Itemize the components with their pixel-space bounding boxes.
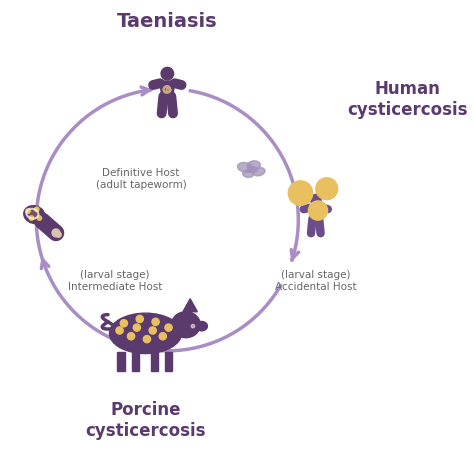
Circle shape	[26, 209, 30, 213]
Bar	[132, 352, 139, 371]
Polygon shape	[310, 206, 322, 219]
Circle shape	[35, 207, 39, 211]
Circle shape	[288, 181, 313, 205]
Circle shape	[56, 232, 61, 237]
Ellipse shape	[26, 208, 39, 219]
Circle shape	[316, 178, 337, 200]
Circle shape	[52, 229, 60, 237]
Text: (larval stage)
Intermediate Host: (larval stage) Intermediate Host	[68, 270, 162, 292]
Circle shape	[149, 327, 156, 334]
Ellipse shape	[172, 312, 200, 338]
Ellipse shape	[237, 163, 253, 172]
Circle shape	[152, 318, 159, 326]
Ellipse shape	[243, 171, 254, 177]
Circle shape	[116, 327, 123, 334]
Ellipse shape	[196, 321, 208, 331]
Circle shape	[143, 335, 151, 343]
Ellipse shape	[24, 206, 45, 224]
Circle shape	[37, 216, 42, 220]
Circle shape	[209, 325, 212, 328]
Circle shape	[133, 324, 140, 331]
Circle shape	[159, 333, 166, 340]
Circle shape	[309, 201, 328, 220]
Ellipse shape	[248, 167, 257, 172]
Circle shape	[136, 315, 143, 322]
Ellipse shape	[109, 313, 182, 353]
Circle shape	[29, 216, 34, 220]
Ellipse shape	[247, 161, 260, 170]
Circle shape	[165, 324, 172, 331]
Circle shape	[120, 320, 128, 327]
Circle shape	[191, 325, 195, 328]
Bar	[165, 352, 172, 371]
Bar	[151, 352, 158, 371]
Polygon shape	[160, 81, 175, 97]
Text: Taeniasis: Taeniasis	[117, 12, 218, 31]
Circle shape	[128, 333, 135, 340]
Text: Definitive Host
(adult tapeworm): Definitive Host (adult tapeworm)	[96, 168, 186, 190]
Bar	[118, 352, 125, 371]
Text: Porcine
cysticercosis: Porcine cysticercosis	[85, 401, 206, 440]
Text: Human
cysticercosis: Human cysticercosis	[347, 80, 468, 119]
Circle shape	[161, 67, 173, 80]
Polygon shape	[183, 299, 197, 312]
Text: (larval stage)
Accidental Host: (larval stage) Accidental Host	[275, 270, 356, 292]
Circle shape	[310, 194, 321, 205]
Ellipse shape	[253, 167, 265, 176]
